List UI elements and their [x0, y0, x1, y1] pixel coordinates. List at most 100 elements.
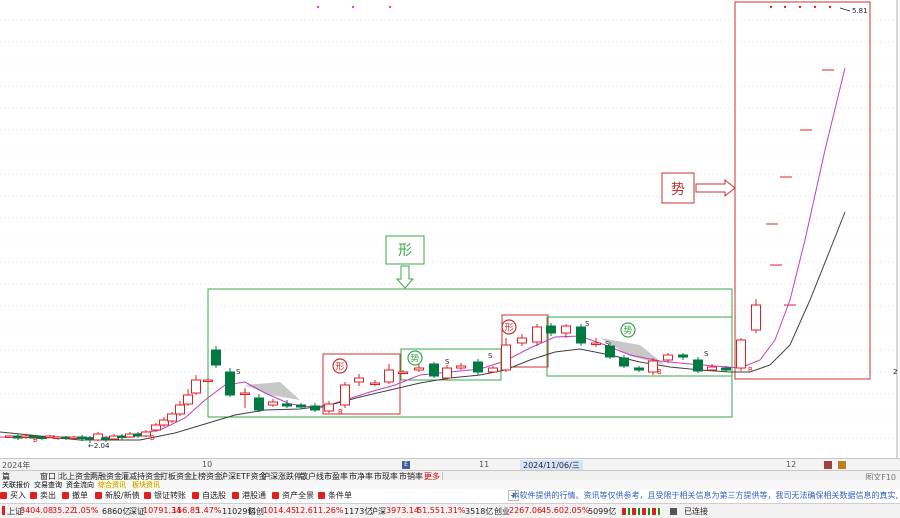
sh-change: 35.22: [52, 506, 75, 515]
candle-body: [488, 367, 498, 373]
candle: [619, 355, 629, 368]
candle-body: [429, 363, 439, 377]
kline-chart[interactable]: 形势形势 形势SSSSSSBBB BB←2.045.812: [0, 0, 900, 458]
high-price-pointer: [839, 7, 851, 12]
subtab-news[interactable]: 综合资讯: [98, 480, 126, 490]
tab-window[interactable]: 窗口: [38, 472, 59, 482]
tab-northbound[interactable]: 北上资金: [57, 472, 94, 482]
tab-ps[interactable]: 市销率: [397, 472, 426, 482]
tab-left-cut[interactable]: 篇: [2, 472, 10, 481]
sh-name[interactable]: 上证: [7, 507, 23, 516]
shi-tag-2-circle: [620, 322, 636, 338]
candle: [191, 375, 201, 395]
hs-pct: 1.31%: [440, 506, 466, 515]
candle-body: [324, 403, 334, 412]
kc-name[interactable]: 科创: [248, 507, 264, 516]
candle: [414, 363, 424, 372]
sell-button[interactable]: 卖出: [30, 490, 56, 501]
sz-value: 10791.34: [143, 506, 182, 515]
candle-body: [310, 405, 320, 411]
market-breadth-bars: [622, 508, 662, 515]
candle: [167, 412, 177, 423]
subtab-flow[interactable]: 资金流向: [66, 481, 94, 489]
candle: [591, 338, 601, 347]
tab-limitup[interactable]: 打板资金: [158, 472, 195, 482]
tab-etf[interactable]: 沪深ETF资金: [218, 472, 270, 482]
bank-transfer-button[interactable]: 银证转账: [144, 490, 186, 501]
hk-connect-button[interactable]: 港股通: [232, 490, 266, 501]
subtab-quote[interactable]: 关联报价: [2, 481, 30, 489]
hs-name[interactable]: 沪深: [370, 507, 386, 516]
candle-body: [240, 392, 250, 395]
buy-button[interactable]: 买入: [0, 490, 26, 501]
candle: [151, 423, 161, 432]
axis-year-label: 2024年: [2, 461, 31, 470]
event-icon-2[interactable]: [838, 461, 846, 469]
candle: [282, 400, 292, 408]
candle: [254, 394, 264, 412]
tab-more[interactable]: 更多: [422, 472, 443, 482]
candle: [693, 357, 703, 373]
cy-name[interactable]: 创业: [494, 507, 510, 516]
xing-box-2: [501, 314, 549, 368]
event-icon-1[interactable]: [824, 461, 832, 469]
subtab-sector[interactable]: 板块资讯: [132, 480, 160, 490]
candle-body: [167, 413, 177, 422]
candle: [721, 366, 731, 372]
tab-pcf[interactable]: 市现率: [372, 472, 401, 482]
candle-body: [141, 431, 151, 437]
event-e-icon[interactable]: E: [402, 461, 410, 469]
candle: [240, 388, 250, 408]
candle-body: [634, 367, 644, 371]
tab-pb[interactable]: 市净率: [347, 472, 376, 482]
candle: [340, 382, 350, 408]
subtab-trade[interactable]: 交易查询: [34, 481, 62, 489]
sell-marker: S: [605, 340, 610, 348]
asset-overview-button[interactable]: 资产全景: [272, 490, 314, 501]
ipo-button[interactable]: 新股/新债: [95, 490, 140, 501]
candle-body: [707, 366, 717, 371]
sz-pct: 1.47%: [196, 506, 222, 515]
right-arrow-icon: [695, 178, 736, 198]
marker-dot: [351, 5, 355, 9]
tab-limit[interactable]: 沪深涨跌停: [260, 472, 305, 482]
hs-change: 51.55: [417, 506, 440, 515]
sz-name[interactable]: 深证: [129, 507, 145, 516]
candle: [576, 324, 586, 346]
tab-reduce[interactable]: 灌减持资金: [119, 472, 164, 482]
candle: [159, 417, 169, 427]
cancel-order-button[interactable]: 撤单: [62, 490, 88, 501]
tab-margin[interactable]: 两融资金: [88, 472, 125, 482]
candle-body: [225, 371, 235, 396]
candle: [183, 389, 193, 406]
f10-link[interactable]: 图文F10: [865, 473, 896, 482]
tab-board[interactable]: 上榜资金: [188, 472, 225, 482]
shadow-area-1: [245, 382, 300, 400]
candle: [203, 378, 213, 382]
candle-body: [183, 394, 193, 405]
cy-change: 45.60: [541, 506, 564, 515]
conditional-order-button[interactable]: 条件单: [318, 490, 352, 501]
candle-body: [605, 345, 615, 358]
tab-pe[interactable]: 市盈率: [322, 472, 351, 482]
candle: [648, 358, 658, 375]
candle: [517, 334, 527, 346]
kline-chart-area[interactable]: 形势形势 形势 S S S S S S B B B B B ←2.04 5.81 2: [0, 0, 900, 458]
candle-body: [414, 367, 424, 371]
cy-value: 2267.06: [509, 506, 543, 515]
connection-icon: [670, 508, 677, 515]
candle-body: [473, 361, 483, 373]
sell-marker: S: [585, 320, 590, 328]
surge-box: [734, 1, 871, 380]
watchlist-button[interactable]: 自选股: [192, 490, 226, 501]
candle-body: [175, 404, 185, 415]
candle-body: [517, 337, 527, 344]
candle-body: [370, 382, 380, 385]
add-button[interactable]: +: [508, 490, 519, 501]
candle-body: [576, 326, 586, 344]
candle-body: [340, 384, 350, 406]
shi-tag-1-circle: [407, 350, 423, 366]
candle: [296, 403, 306, 409]
big-pattern-box: [207, 288, 733, 418]
tab-retail[interactable]: 散户线: [298, 472, 327, 482]
